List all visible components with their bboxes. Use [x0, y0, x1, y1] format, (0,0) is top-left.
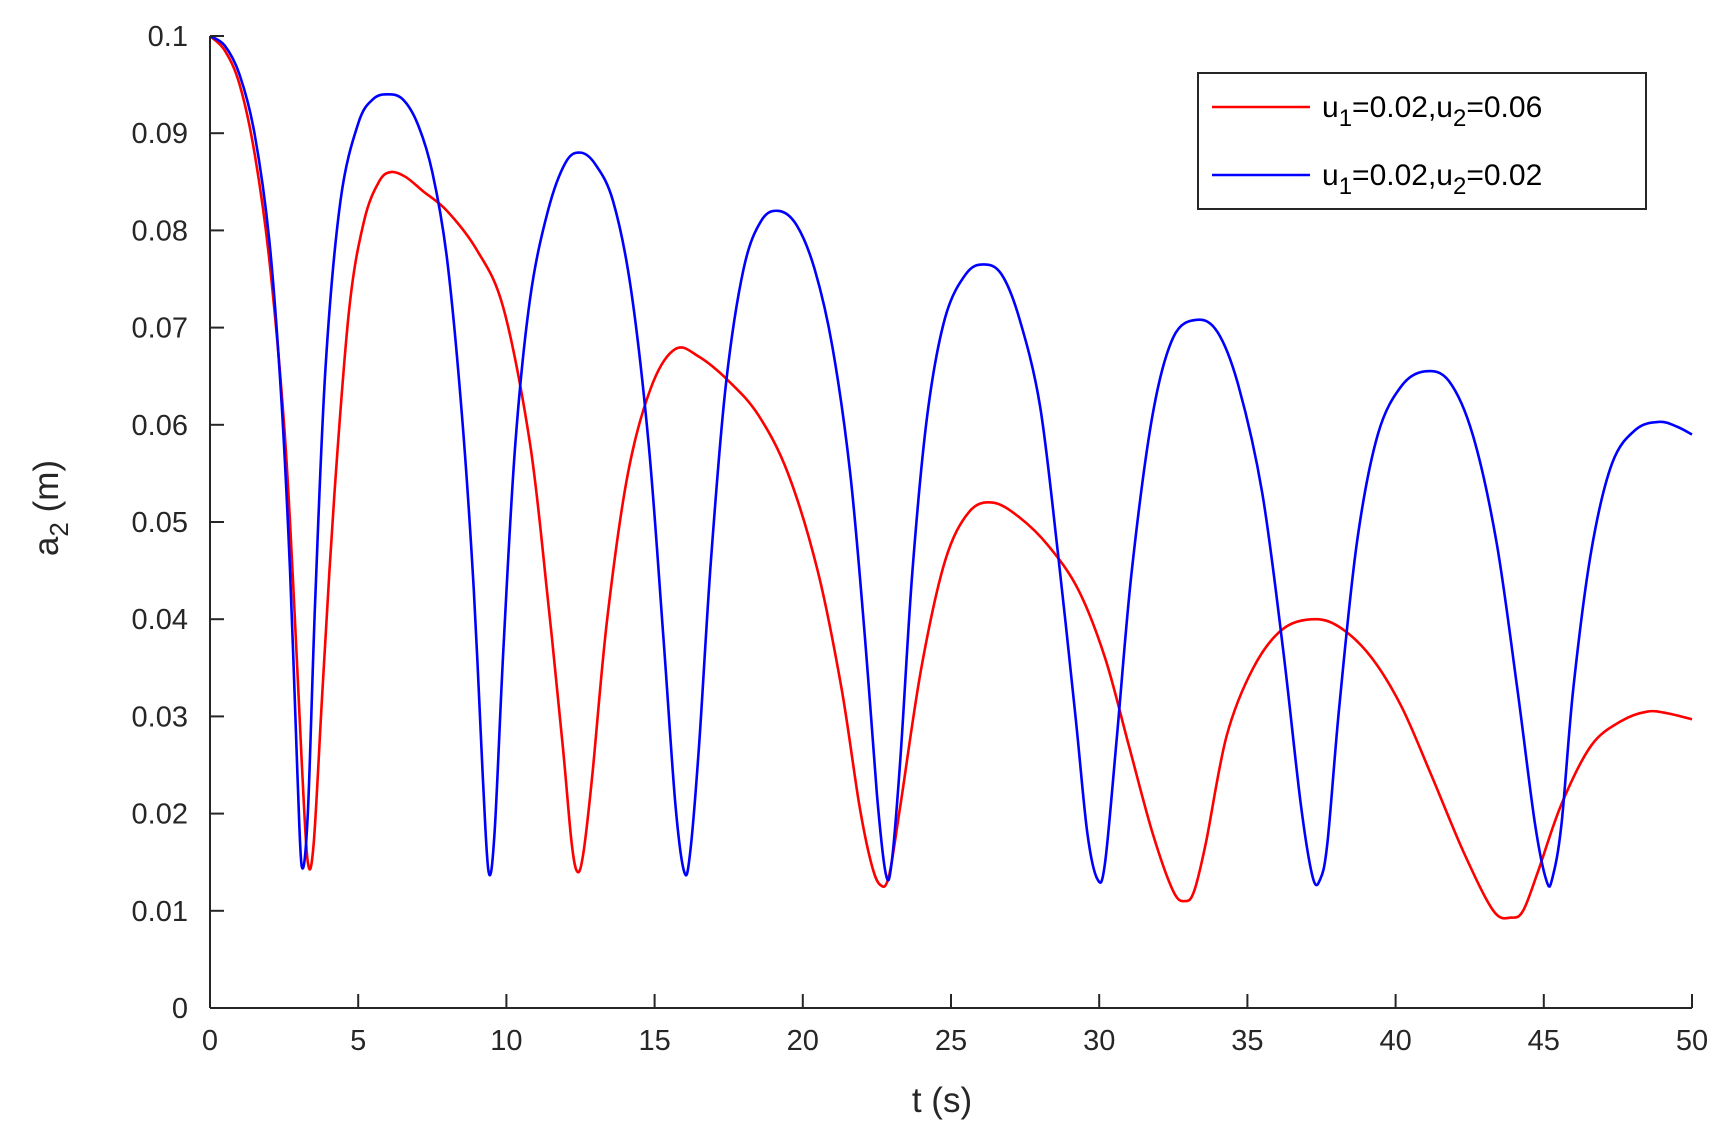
x-tick-label: 15 [638, 1025, 670, 1057]
legend-text-part: =0.02 [1466, 159, 1542, 192]
x-tick-label: 35 [1231, 1025, 1263, 1057]
y-tick-label: 0.05 [132, 507, 188, 539]
y-tick-label: 0.01 [132, 896, 188, 928]
legend-text-part: =0.06 [1466, 91, 1542, 124]
y-tick-label: 0.07 [132, 313, 188, 345]
y-tick-label: 0 [172, 993, 188, 1025]
y-tick-label: 0.06 [132, 410, 188, 442]
x-tick-label: 20 [787, 1025, 819, 1057]
series-line-2 [209, 34, 1693, 888]
legend-subscript: 2 [1453, 105, 1466, 132]
legend-label-1: u1=0.02,u2=0.06 [1322, 91, 1542, 132]
y-axis-label-base: a [27, 536, 66, 556]
y-axis-label: a2 (m) [27, 460, 74, 556]
y-tick-label: 0.03 [132, 701, 188, 733]
legend-subscript: 1 [1339, 173, 1352, 200]
y-tick-label: 0.1 [148, 21, 188, 53]
x-tick-label: 10 [490, 1025, 522, 1057]
y-tick-label: 0.04 [132, 604, 188, 636]
y-axis-label-unit: (m) [27, 460, 66, 522]
ticks-layer: 0 5 10 15 20 25 30 35 40 45 50 0 0.01 0.02 0.03 0.04 0.0… [132, 21, 1709, 1057]
x-axis-label: t (s) [912, 1081, 972, 1120]
x-tick-label: 25 [935, 1025, 967, 1057]
x-tick-label: 0 [202, 1025, 218, 1057]
x-tick-label: 5 [350, 1025, 366, 1057]
legend-text-part: =0.02,u [1352, 159, 1453, 192]
legend-subscript: 1 [1339, 105, 1352, 132]
legend-text-part: u [1322, 159, 1339, 192]
x-tick-label: 40 [1379, 1025, 1411, 1057]
y-tick-label: 0.09 [132, 118, 188, 150]
legend-subscript: 2 [1453, 173, 1466, 200]
y-tick-label: 0.08 [132, 215, 188, 247]
y-tick-label: 0.02 [132, 799, 188, 831]
legend-box [1197, 72, 1647, 210]
legend-text-part: =0.02,u [1352, 91, 1453, 124]
y-axis-label-subscript: 2 [44, 522, 74, 536]
legend-label-2: u1=0.02,u2=0.02 [1322, 159, 1542, 200]
legend-text-part: u [1322, 91, 1339, 124]
x-tick-label: 50 [1676, 1025, 1708, 1057]
series-layer [209, 34, 1693, 920]
x-tick-label: 45 [1528, 1025, 1560, 1057]
x-tick-label: 30 [1083, 1025, 1115, 1057]
series-line-1 [209, 35, 1693, 920]
